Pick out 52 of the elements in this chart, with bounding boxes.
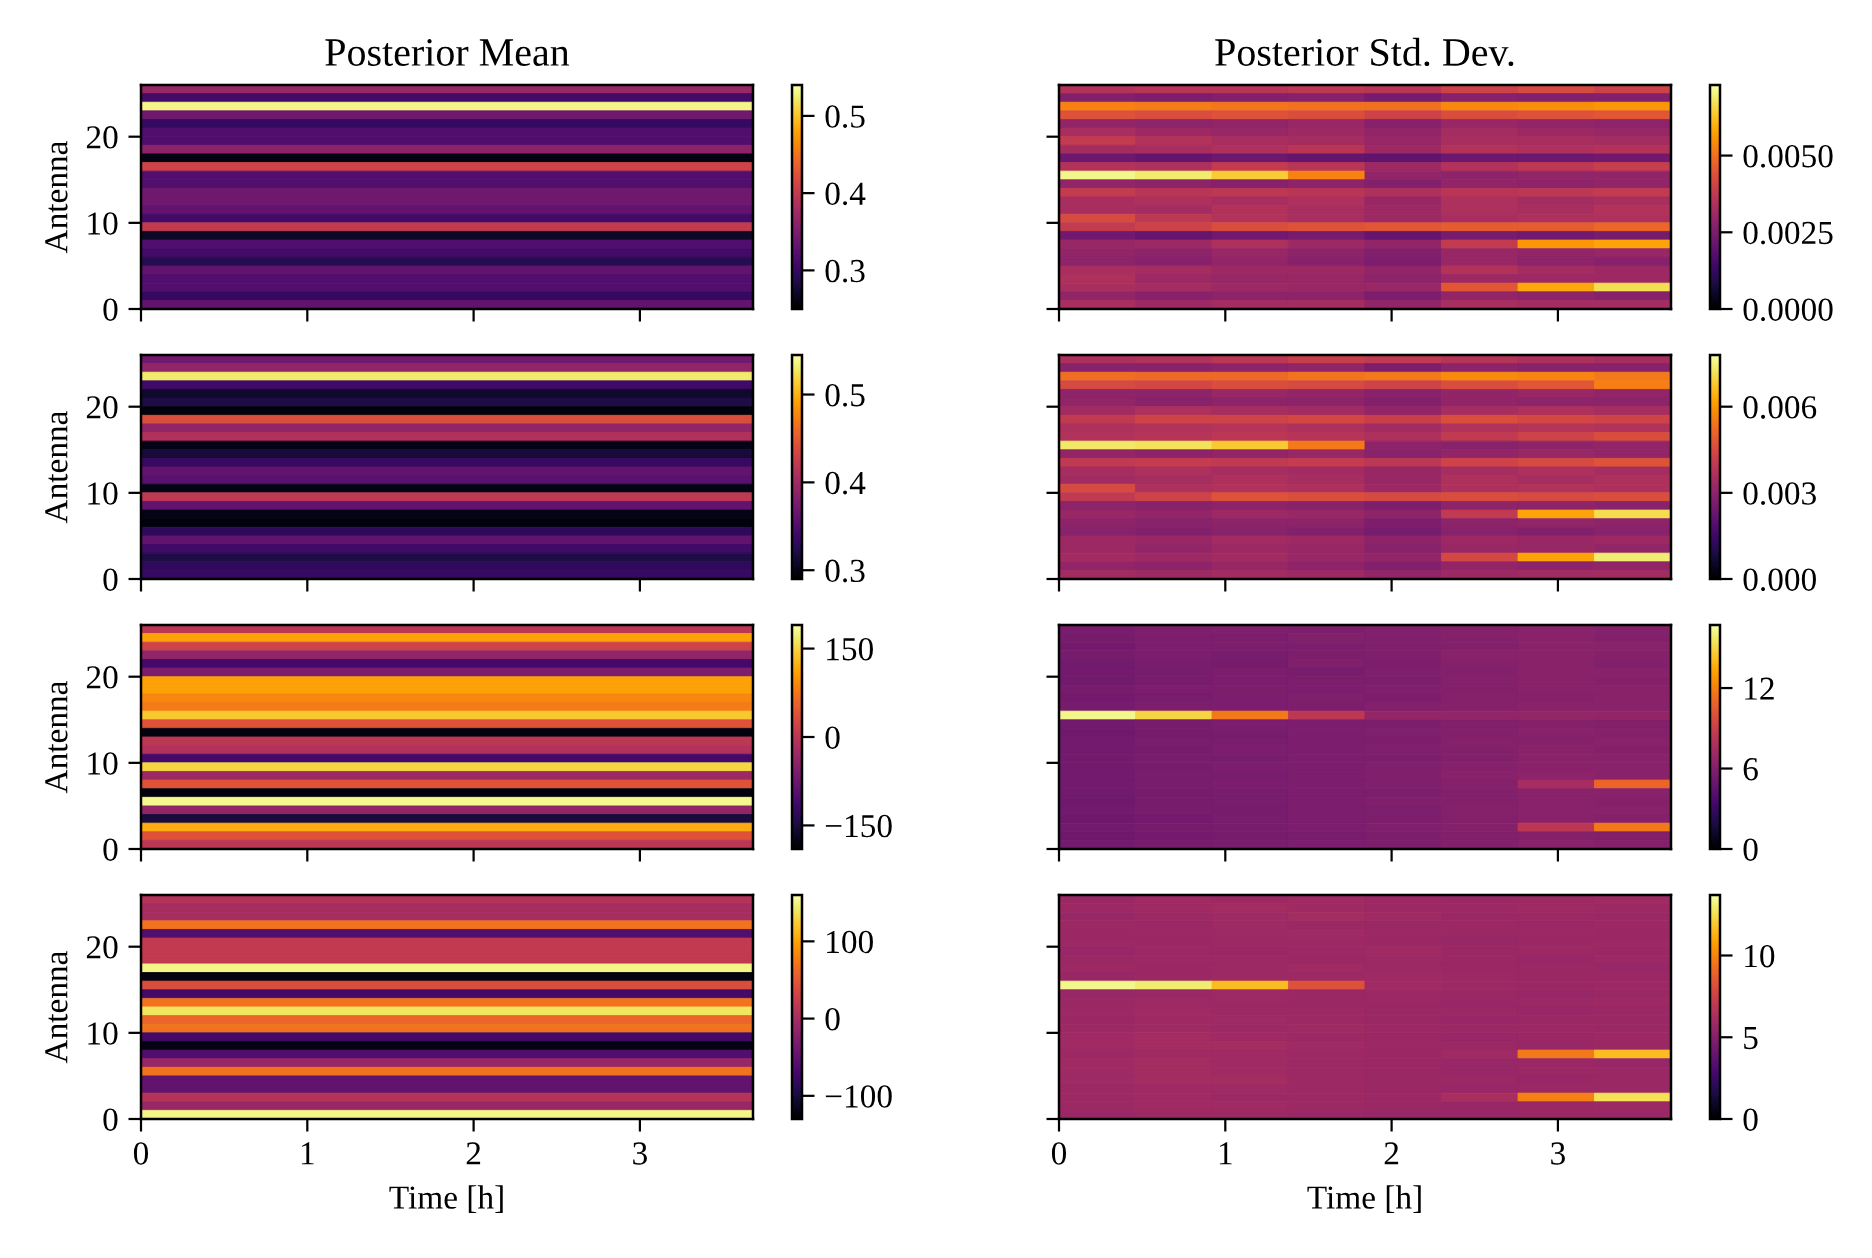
y-axis-title: Antenna xyxy=(45,681,68,794)
color-bar-label: 0.5 xyxy=(825,383,865,407)
x-axis-title: Time [h] xyxy=(389,1185,503,1213)
color-bar-label: 0.003 xyxy=(1743,482,1816,505)
y-tick-label: 0 xyxy=(103,1108,118,1131)
color-bar-label: 0.5 xyxy=(825,105,865,128)
y-tick-label: 10 xyxy=(88,752,118,775)
y-tick-label: 0 xyxy=(103,838,118,861)
color-bar-label: 150 xyxy=(827,637,873,661)
x-axis-title: Time [h] xyxy=(1307,1185,1421,1213)
y-axis-title: Antenna xyxy=(45,951,68,1064)
color-bar-label: 12 xyxy=(1745,677,1774,700)
color-bar-label: 6 xyxy=(1743,758,1758,781)
color-bar-label: 0 xyxy=(1743,838,1758,861)
color-bar-label: 0.3 xyxy=(825,259,865,283)
color-bar-label: 100 xyxy=(827,930,873,954)
y-tick-label: 20 xyxy=(86,936,118,959)
y-tick-label: 10 xyxy=(88,482,118,505)
color-bar-label: 0.000 xyxy=(1743,568,1816,592)
color-bar-label: 0.0000 xyxy=(1743,298,1833,322)
y-tick-label: 0 xyxy=(103,298,118,321)
color-bar-label: 0.006 xyxy=(1743,396,1817,419)
x-tick-label: 3 xyxy=(1551,1142,1565,1165)
color-bar-label: 0.4 xyxy=(825,471,866,495)
color-bar-label: 0.0025 xyxy=(1743,221,1833,245)
color-bar-label: 5 xyxy=(1744,1026,1758,1050)
y-tick-label: 20 xyxy=(86,126,118,149)
y-tick-label: 20 xyxy=(86,666,118,689)
chart-title: Posterior Std. Dev. xyxy=(1215,37,1514,67)
color-bar-label: 10 xyxy=(1745,944,1775,968)
x-tick-label: 3 xyxy=(633,1142,647,1165)
y-tick-label: 0 xyxy=(103,568,118,591)
color-bar-label: 0 xyxy=(825,726,840,749)
y-tick-label: 10 xyxy=(88,1022,118,1045)
x-tick-label: 0 xyxy=(133,1142,149,1165)
chart-title: Posterior Mean xyxy=(325,39,570,66)
x-tick-label: 2 xyxy=(1384,1142,1399,1165)
color-bar-label: −100 xyxy=(825,1085,892,1108)
x-tick-label: 1 xyxy=(301,1142,314,1165)
y-axis-title: Antenna xyxy=(45,141,68,254)
y-tick-label: 10 xyxy=(88,212,118,235)
color-bar-label: 0.3 xyxy=(825,559,865,583)
color-bar-label: −150 xyxy=(825,814,892,838)
x-tick-label: 2 xyxy=(466,1142,481,1165)
color-bar-label: 0.4 xyxy=(825,182,866,206)
y-tick-label: 20 xyxy=(86,396,118,419)
color-bar-label: 0.0050 xyxy=(1743,144,1833,168)
y-axis-title: Antenna xyxy=(45,411,68,524)
x-tick-label: 1 xyxy=(1219,1142,1232,1165)
color-bar-label: 0 xyxy=(1743,1108,1758,1131)
x-tick-label: 0 xyxy=(1051,1142,1067,1165)
color-bar-label: 0 xyxy=(825,1007,840,1031)
